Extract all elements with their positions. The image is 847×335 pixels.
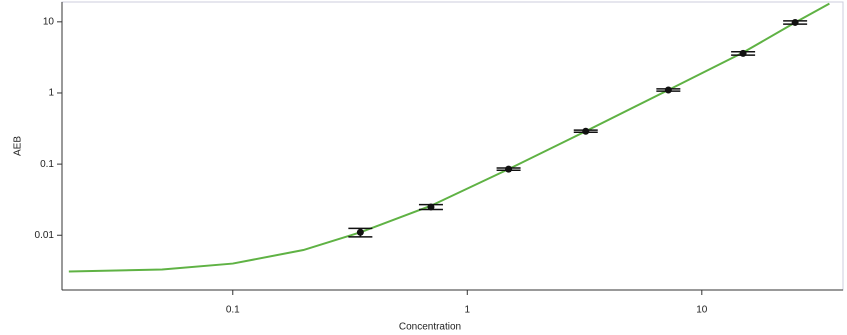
data-point <box>739 49 747 57</box>
x-tick-label: 10 <box>696 305 708 316</box>
data-point <box>427 203 435 211</box>
data-point <box>582 127 590 135</box>
y-tick-label: 0.1 <box>40 159 54 170</box>
y-axis-label: AEB <box>13 136 24 156</box>
x-tick-label: 1 <box>465 305 471 316</box>
y-tick-label: 10 <box>43 16 55 27</box>
data-point <box>356 228 364 236</box>
data-point <box>664 86 672 94</box>
data-point <box>505 165 513 173</box>
y-tick-label: 1 <box>48 88 54 99</box>
plot-frame <box>61 1 844 291</box>
x-axis-label: Concentration <box>399 322 461 333</box>
fit-curve <box>68 2 830 273</box>
y-tick-label: 0.01 <box>35 230 55 241</box>
data-point <box>791 18 799 26</box>
x-tick-label: 0.1 <box>226 305 240 316</box>
